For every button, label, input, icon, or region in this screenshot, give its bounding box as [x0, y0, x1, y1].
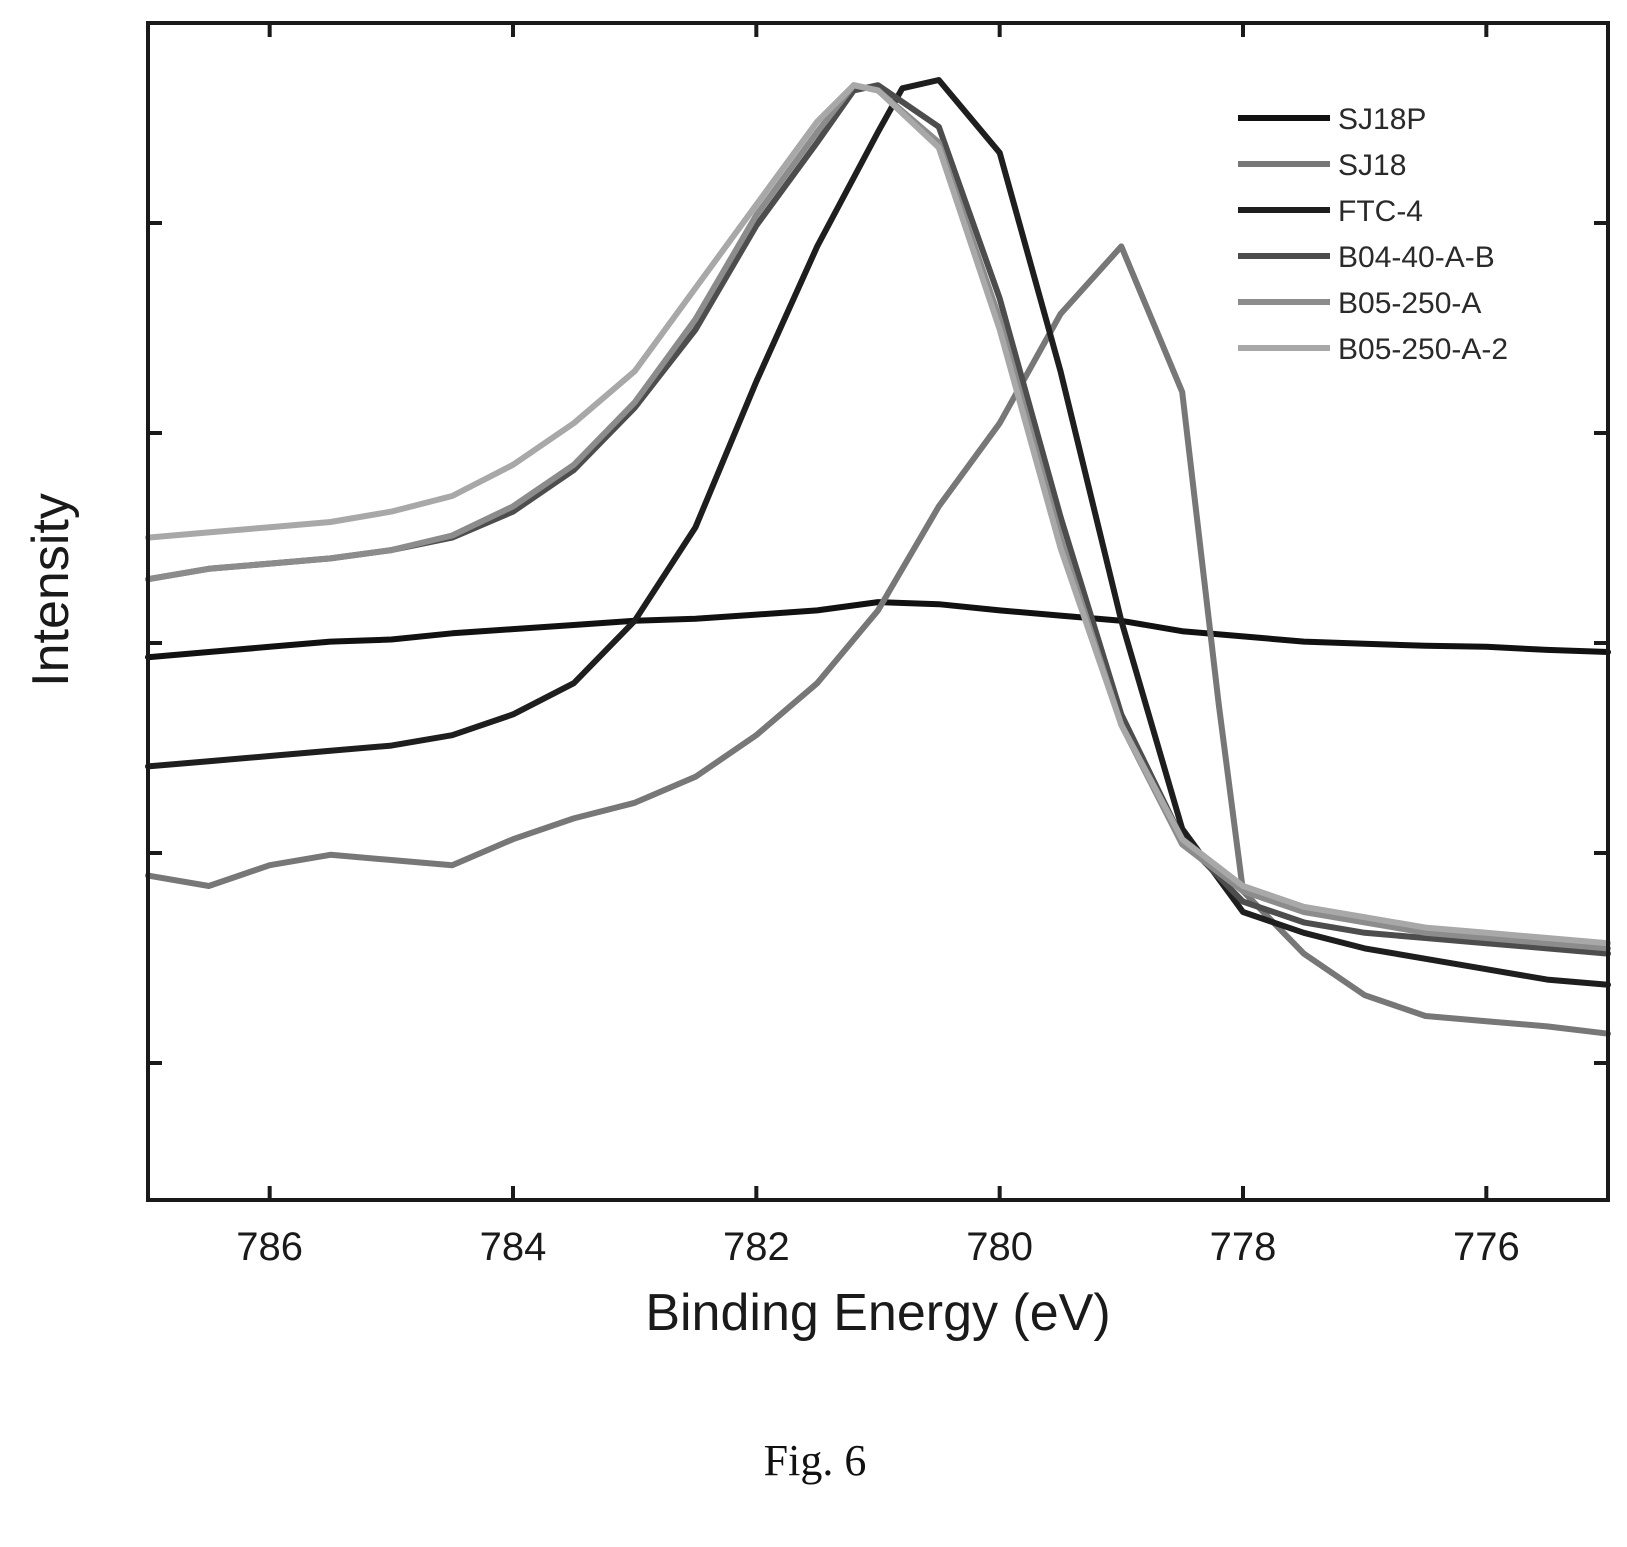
x-tick-label: 776	[1453, 1225, 1520, 1269]
legend-label: B04-40-A-B	[1338, 241, 1495, 274]
legend-label: SJ18P	[1338, 103, 1426, 136]
legend-label: SJ18	[1338, 149, 1406, 182]
plot-frame	[146, 21, 1610, 1202]
figure-caption: Fig. 6	[764, 1436, 867, 1485]
x-tick-label: 780	[966, 1225, 1033, 1269]
series-line-sj18	[145, 243, 1611, 1037]
x-axis-ticks: 786 784 782 780 778 776	[236, 23, 1520, 1269]
x-tick-label: 778	[1210, 1225, 1277, 1269]
legend-label: FTC-4	[1338, 195, 1423, 228]
legend-label: B05-250-A	[1338, 287, 1481, 320]
series-line-sj18p	[145, 599, 1611, 661]
x-tick-label: 786	[236, 1225, 303, 1269]
legend: SJ18P SJ18 FTC-4 B04-40-A-B B05-250-A B05-250…	[1238, 103, 1508, 366]
series-line-b05-250-a-2	[145, 82, 1611, 947]
y-axis-title: Intensity	[22, 493, 80, 687]
series-line-ftc-4	[145, 77, 1611, 988]
series-layer	[145, 77, 1611, 1037]
x-tick-label: 784	[480, 1225, 547, 1269]
x-tick-label: 782	[723, 1225, 790, 1269]
x-axis-title: Binding Energy (eV)	[645, 1284, 1110, 1342]
y-axis-ticks	[148, 221, 1608, 1065]
legend-label: B05-250-A-2	[1338, 333, 1508, 366]
